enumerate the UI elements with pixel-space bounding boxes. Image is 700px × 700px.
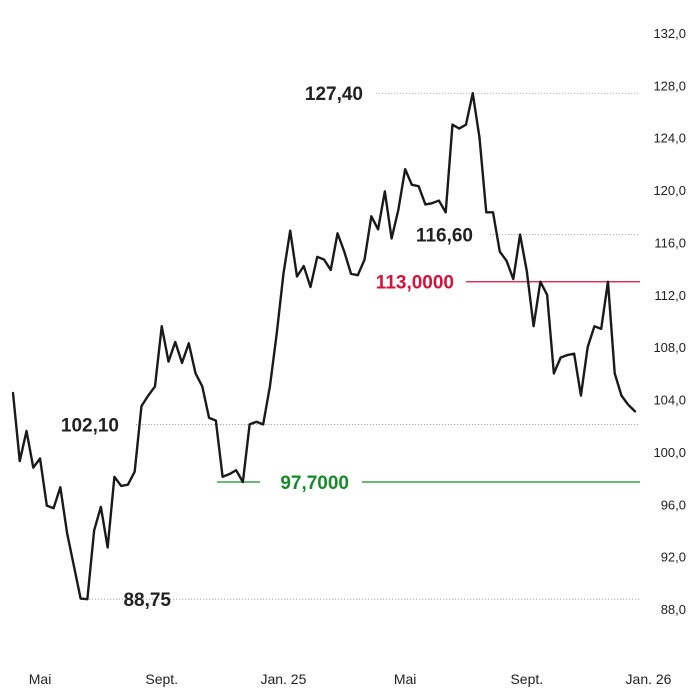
reference-label: 113,0000 (376, 273, 454, 294)
x-tick-label: Sept. (510, 671, 543, 687)
y-tick-label: 128,0 (653, 78, 686, 93)
value-annotations: 127,40 116,60 102,10 88,75 (61, 84, 473, 611)
y-tick-label: 100,0 (653, 445, 686, 460)
y-axis-ticks: 132,0 128,0 124,0 120,0 116,0 112,0 108,0 104,0… (653, 26, 686, 617)
x-tick-label: Mai (394, 671, 417, 687)
y-tick-label: 116,0 (654, 235, 686, 250)
value-annotation: 116,60 (416, 226, 473, 247)
y-tick-label: 92,0 (661, 550, 686, 565)
y-tick-label: 104,0 (653, 393, 686, 408)
value-annotation: 102,10 (61, 415, 119, 436)
gridlines (80, 92, 640, 600)
y-tick-label: 108,0 (653, 340, 686, 355)
y-tick-label: 88,0 (661, 602, 686, 617)
x-tick-label: Mai (29, 671, 52, 687)
price-series-line (11, 92, 637, 601)
x-tick-label: Jan. 25 (260, 671, 306, 687)
reference-lines: 113,0000 97,7000 (217, 273, 640, 494)
value-annotation: 88,75 (123, 590, 171, 611)
y-tick-label: 132,0 (653, 26, 686, 41)
x-tick-label: Sept. (145, 671, 178, 687)
y-tick-label: 120,0 (653, 183, 686, 198)
x-axis-ticks: Mai Sept. Jan. 25 Mai Sept. Jan. 26 (29, 671, 672, 687)
y-tick-label: 96,0 (661, 497, 686, 512)
x-tick-label: Jan. 26 (626, 671, 672, 687)
y-tick-label: 124,0 (653, 131, 686, 146)
reference-label: 97,7000 (280, 473, 349, 494)
value-annotation: 127,40 (305, 84, 363, 105)
y-tick-label: 112,0 (654, 288, 686, 303)
